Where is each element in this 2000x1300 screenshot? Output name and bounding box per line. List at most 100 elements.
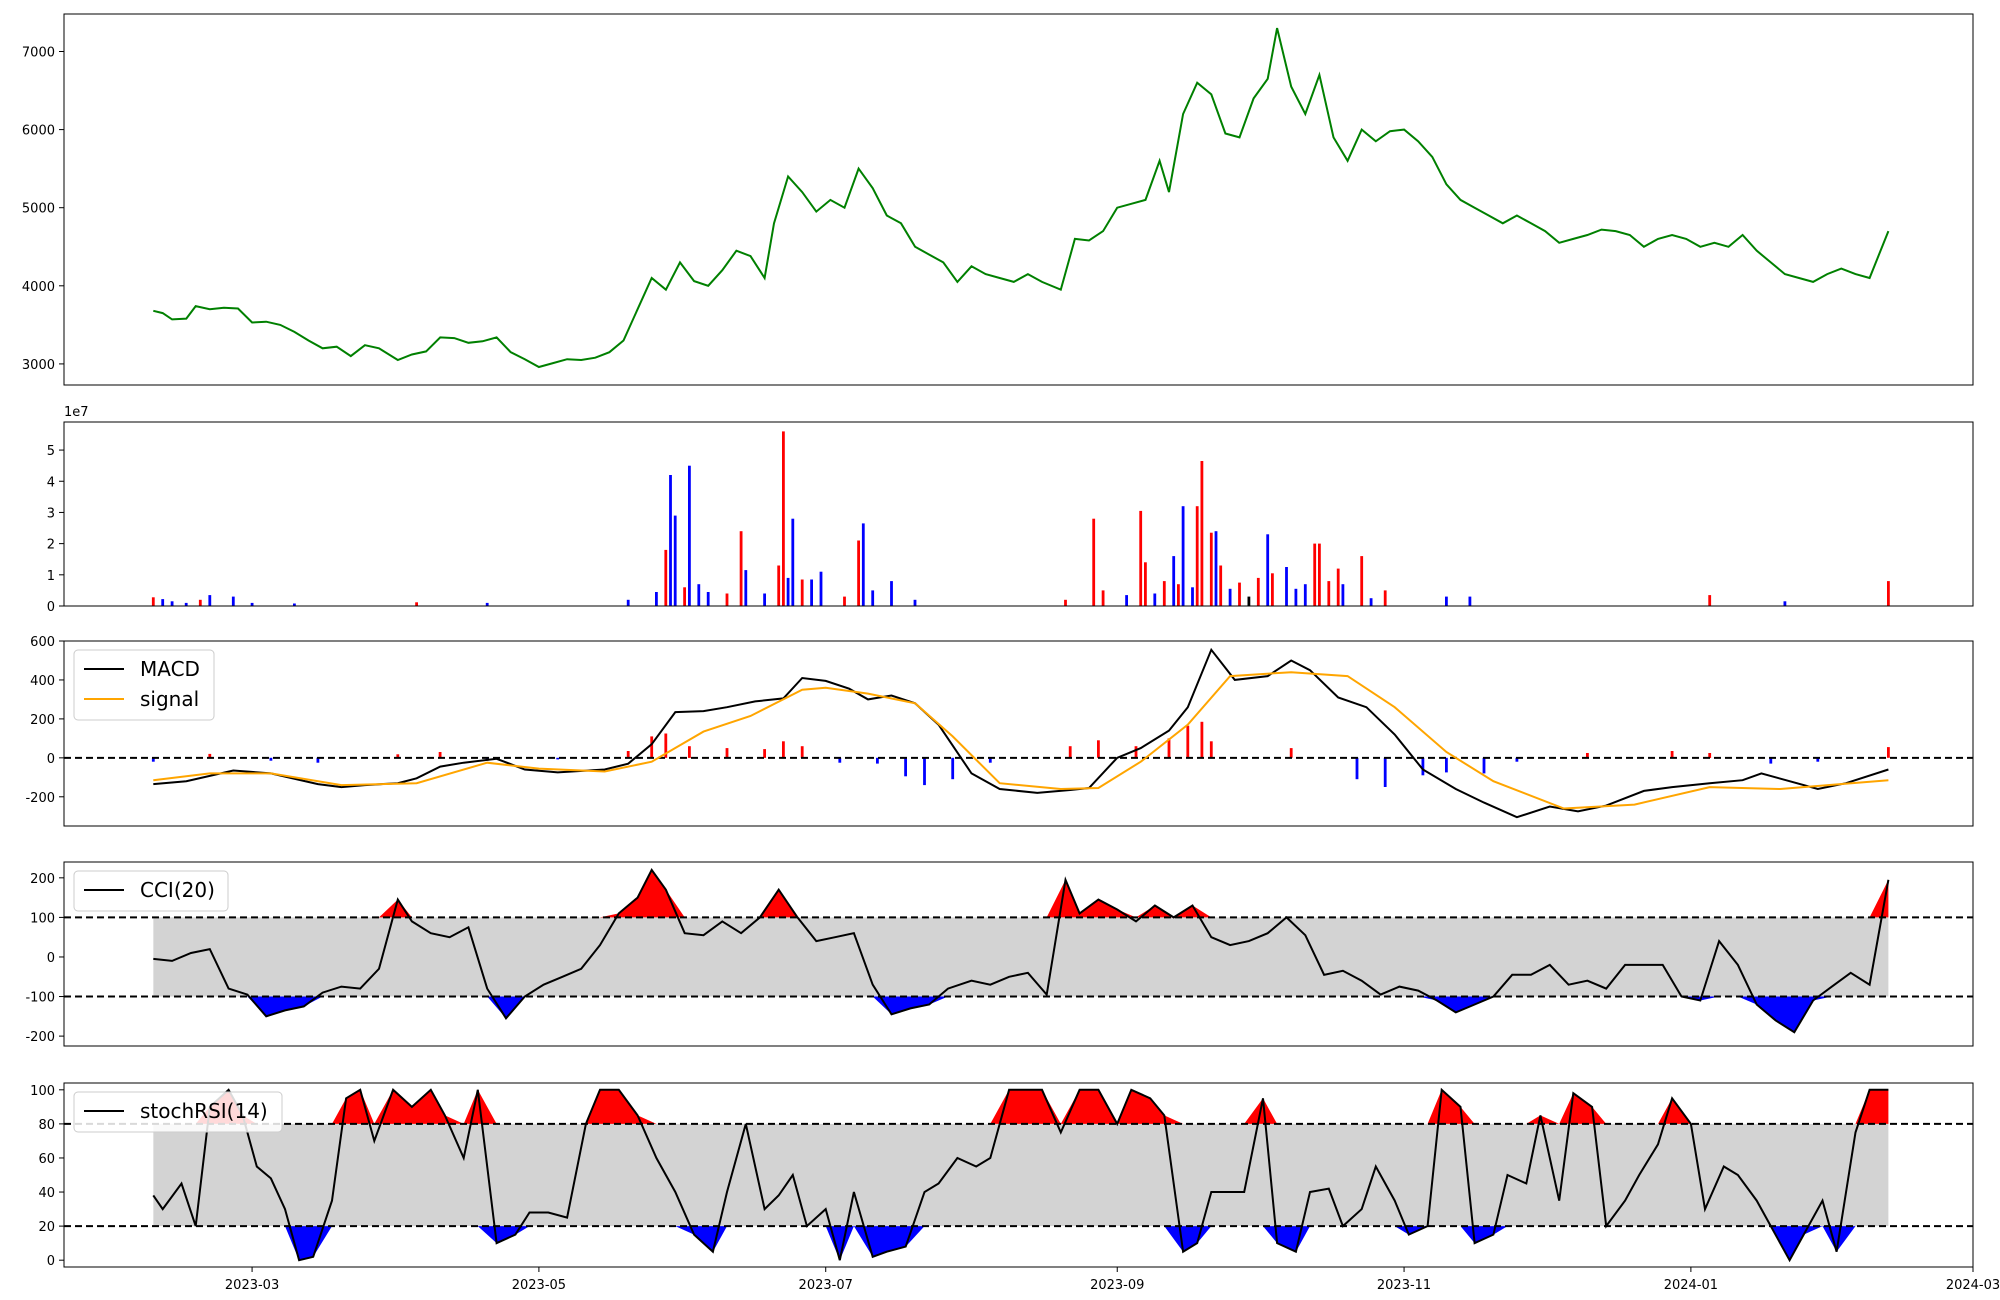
volume-bar (810, 579, 813, 606)
volume-bar (1228, 588, 1232, 606)
stochrsi-overbought-fill (153, 1089, 1889, 1124)
price-line (153, 27, 1890, 369)
volume-bar (1125, 595, 1128, 606)
volume-bar (861, 523, 865, 606)
volume-bar (1783, 601, 1787, 606)
macd-ytick-label: 200 (30, 713, 55, 728)
stochrsi-ytick-label: 100 (30, 1084, 55, 1099)
stochrsi-plot-area (64, 1087, 1973, 1263)
stochrsi-ytick-label: 40 (38, 1186, 55, 1201)
volume-bar (697, 584, 701, 606)
volume-ytick-label: 2 (47, 538, 55, 553)
macd-histogram-bar (988, 757, 992, 763)
price-plot-area (153, 27, 1890, 369)
volume-bar (184, 602, 188, 606)
volume-bar (485, 602, 489, 606)
volume-bar (1172, 556, 1176, 606)
cci-ytick-label: 100 (30, 911, 55, 926)
macd-histogram-bar (923, 757, 926, 786)
macd-histogram-bar (269, 757, 273, 761)
volume-ytick-label: 1 (47, 569, 55, 584)
cci-line (153, 867, 1890, 1034)
cci-ytick-label: 200 (30, 872, 55, 887)
macd-histogram-bar (688, 746, 691, 758)
volume-plot-area (151, 431, 1890, 606)
volume-bar (1383, 590, 1387, 606)
volume-bar (415, 602, 418, 606)
price-panel: 3000 4000 5000 6000 7000 (22, 13, 1974, 386)
volume-bar (683, 587, 686, 606)
signal-legend-label: signal (140, 687, 199, 711)
volume-bar (913, 599, 917, 606)
volume-bar (1144, 562, 1147, 606)
volume-bar (151, 597, 155, 606)
volume-offset-label: 1e7 (64, 405, 89, 420)
macd-histogram-bar (556, 757, 560, 760)
volume-bar (1092, 518, 1096, 606)
macd-histogram-bar (1355, 757, 1359, 780)
macd-histogram-bar (1769, 757, 1773, 764)
volume-bar (1369, 598, 1373, 606)
x-tick-label: 2023-11 (1377, 1278, 1431, 1293)
volume-bar (161, 599, 165, 606)
macd-ytick-label: 400 (30, 674, 55, 689)
macd-histogram-bar (438, 752, 442, 758)
macd-histogram-bar (626, 751, 630, 758)
x-tick-label: 2023-05 (512, 1278, 566, 1293)
cci-neutral-band (153, 917, 1889, 997)
macd-histogram-bar (1097, 740, 1100, 758)
volume-bar (1303, 584, 1307, 606)
macd-histogram-bar (1586, 753, 1589, 758)
x-tick-label: 2024-03 (1946, 1278, 2000, 1293)
volume-bar (706, 592, 710, 606)
macd-histogram-bar (725, 748, 729, 758)
macd-histogram-bar (904, 757, 907, 777)
cci-y-ticks: -200 -100 0 100 200 (25, 872, 64, 1045)
volume-bar (1191, 587, 1194, 606)
price-ytick-label: 5000 (22, 202, 55, 217)
volume-bar (208, 595, 212, 606)
macd-histogram-bar (800, 746, 804, 758)
macd-ytick-label: 0 (47, 752, 55, 767)
macd-histogram-bar (1887, 747, 1890, 758)
volume-bar (1468, 596, 1472, 606)
volume-ytick-label: 4 (47, 475, 55, 490)
volume-bar (673, 515, 677, 606)
macd-histogram-bar (1134, 746, 1138, 758)
macd-histogram-bar (1289, 748, 1293, 758)
macd-y-ticks: -200 0 200 400 600 (25, 635, 64, 806)
volume-bar (1101, 590, 1105, 606)
volume-bar (763, 593, 766, 606)
volume-y-ticks: 0 1 2 3 4 5 (47, 444, 64, 615)
cci-legend: CCI(20) (73, 870, 229, 912)
macd-histogram-bar (782, 741, 785, 758)
macd-histogram-bar (763, 749, 766, 758)
stochrsi-ytick-label: 0 (47, 1254, 55, 1269)
volume-bar (1181, 506, 1185, 606)
volume-bar (1064, 599, 1067, 606)
stochrsi-oversold-fill (153, 1226, 1889, 1261)
cci-ytick-label: -200 (25, 1030, 55, 1045)
volume-bar (1336, 568, 1340, 606)
signal-line (153, 671, 1889, 810)
macd-histogram-bar (1209, 741, 1213, 758)
macd-histogram-bar (1670, 751, 1674, 758)
volume-bar (1294, 588, 1298, 606)
volume-bar (1162, 581, 1166, 606)
volume-ytick-label: 3 (47, 506, 55, 521)
volume-ytick-label: 5 (47, 444, 55, 459)
cci-panel-frame (63, 861, 1974, 1047)
macd-histogram-bar (1421, 757, 1425, 776)
volume-bar (1887, 581, 1890, 606)
stochrsi-neutral-band (153, 1123, 1889, 1227)
macd-histogram-bar (876, 757, 879, 764)
cci-plot-area (64, 867, 1973, 1034)
volume-bar (777, 565, 781, 606)
volume-panel-frame (63, 421, 1974, 607)
macd-histogram-bar (151, 757, 155, 762)
volume-bar (250, 602, 254, 606)
volume-bar (170, 601, 174, 606)
volume-bar (1708, 595, 1712, 606)
volume-bar (725, 593, 729, 606)
